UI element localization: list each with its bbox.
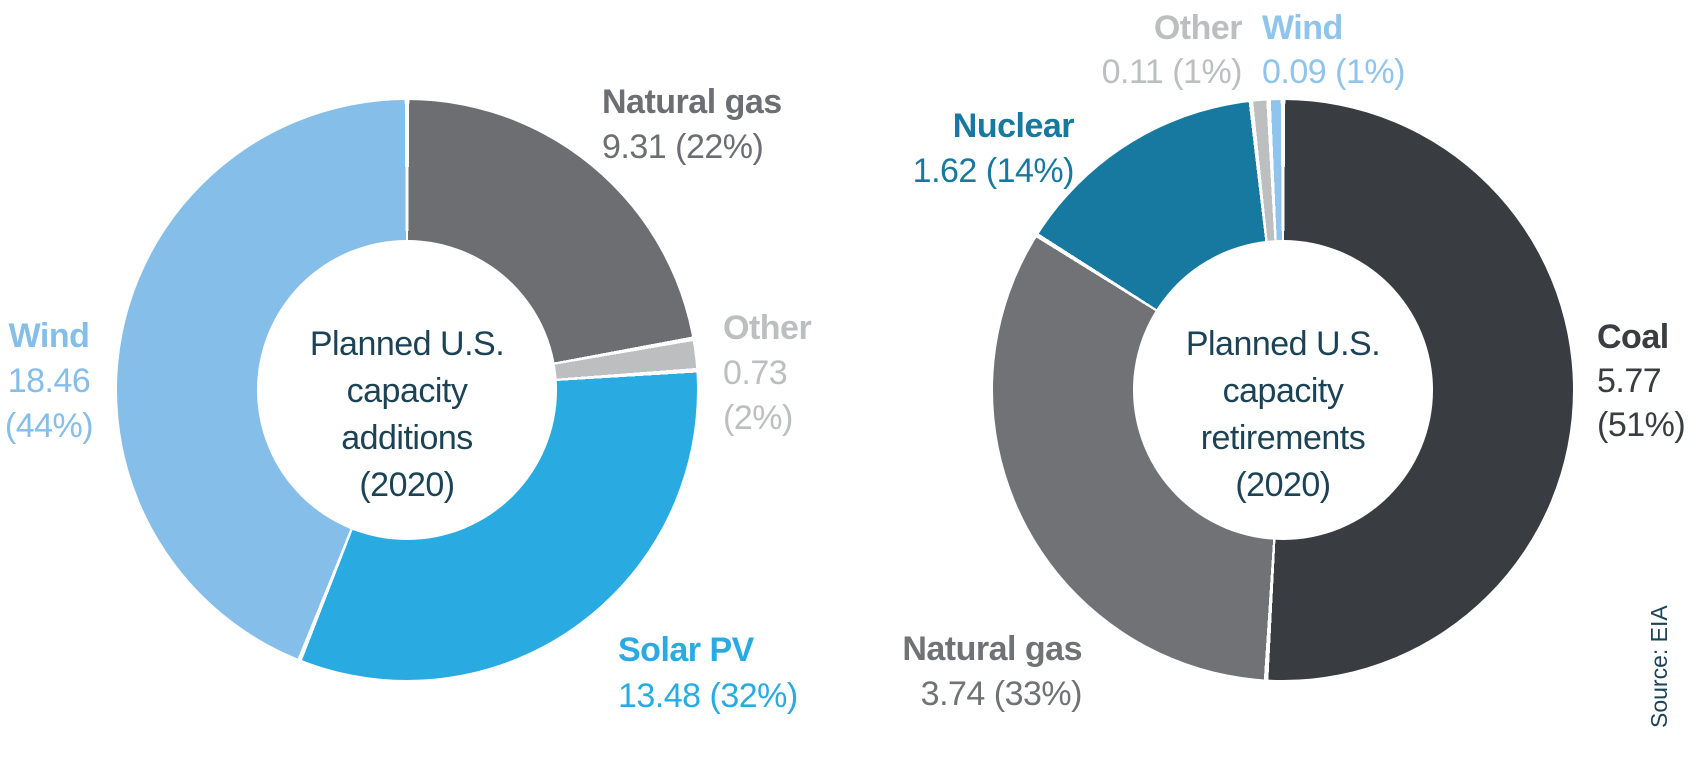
label-additions-solar-pv: Solar PV 13.48 (32%)	[618, 627, 798, 719]
slice-name: Natural gas	[602, 83, 782, 121]
slice-value: 5.77	[1597, 362, 1662, 400]
slice-value: 0.09 (1%)	[1262, 53, 1405, 91]
label-retirements-wind: Wind 0.09 (1%)	[1262, 6, 1405, 94]
chart-title-additions: Planned U.S. capacity additions (2020)	[309, 321, 505, 509]
label-additions-other: Other 0.73 (2%)	[723, 306, 812, 441]
slice-value: (44%)	[4, 407, 94, 445]
slice-value: 13.48 (32%)	[618, 677, 798, 715]
label-retirements-other: Other 0.11 (1%)	[1022, 6, 1243, 94]
chart-title-line: (2020)	[359, 466, 455, 504]
slice-name: Wind	[1262, 9, 1343, 47]
label-additions-wind: Wind 18.46 (44%)	[0, 314, 101, 449]
slice-name: Coal	[1597, 318, 1669, 356]
chart-title-line: additions	[341, 419, 473, 457]
slice-value: (2%)	[723, 399, 793, 437]
slice-value: 0.73	[723, 354, 788, 392]
chart-title-line: retirements	[1200, 419, 1366, 457]
slice-name: Other	[723, 309, 812, 347]
slice-name: Solar PV	[618, 631, 754, 669]
slice-name: Nuclear	[952, 107, 1075, 145]
donut-center-retirements: Planned U.S. capacity retirements (2020)	[1133, 240, 1433, 540]
slice-value: 3.74 (33%)	[920, 675, 1083, 713]
slice-value: 18.46	[7, 362, 91, 400]
chart-title-line: Planned U.S.	[1185, 325, 1381, 363]
label-additions-natural-gas: Natural gas 9.31 (22%)	[602, 80, 782, 170]
donut-center-additions: Planned U.S. capacity additions (2020)	[257, 240, 557, 540]
slice-name: Natural gas	[902, 630, 1082, 668]
label-retirements-natural-gas: Natural gas 3.74 (33%)	[880, 627, 1082, 717]
slice-value: 0.11 (1%)	[1101, 53, 1243, 91]
chart-title-line: Planned U.S.	[309, 325, 505, 363]
label-retirements-nuclear: Nuclear 1.62 (14%)	[874, 104, 1075, 194]
chart-title-line: (2020)	[1235, 466, 1331, 504]
chart-title-retirements: Planned U.S. capacity retirements (2020)	[1185, 321, 1381, 509]
slice-name: Wind	[8, 317, 90, 355]
slice-name: Other	[1153, 9, 1243, 47]
slice-value: 1.62 (14%)	[912, 152, 1075, 190]
donut-chart-retirements: Planned U.S. capacity retirements (2020)	[993, 100, 1573, 680]
chart-title-line: capacity	[346, 372, 468, 410]
label-retirements-coal: Coal 5.77 (51%)	[1597, 315, 1686, 447]
source-note: Source: EIA	[1646, 605, 1672, 728]
slice-value: 9.31 (22%)	[602, 128, 764, 166]
donut-chart-additions: Planned U.S. capacity additions (2020)	[117, 100, 697, 680]
slice-value: (51%)	[1597, 406, 1686, 444]
chart-title-line: capacity	[1222, 372, 1344, 410]
